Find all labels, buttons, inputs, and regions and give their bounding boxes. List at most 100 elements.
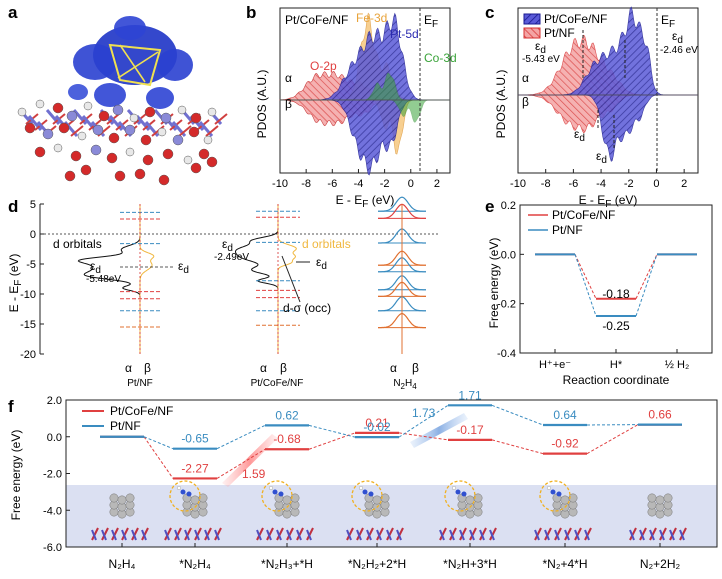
panel-f-ytick-label: -4.0 bbox=[43, 505, 62, 517]
panel-b-ef-label: EF bbox=[424, 13, 438, 30]
panel-f-category-label: *N₂+4*H bbox=[542, 557, 587, 571]
panel-e-xlabel: Reaction coordinate bbox=[563, 373, 670, 387]
panel-f-ytick-label: 0.0 bbox=[47, 432, 62, 444]
panel-f-barrier-band-red bbox=[222, 434, 278, 487]
panel-f-structure-0 bbox=[91, 493, 149, 541]
panel-b-xtick-label: 2 bbox=[434, 178, 440, 190]
panel-c-frame bbox=[517, 7, 699, 174]
panel-label-b: b bbox=[246, 3, 256, 22]
panel-c-xtick-label: -2 bbox=[624, 178, 634, 190]
panel-e-ylabel: Free energy (eV) bbox=[487, 238, 501, 329]
panel-d-col3-beta: β bbox=[412, 361, 419, 375]
panel-d-col2-beta: β bbox=[280, 361, 287, 375]
panel-f-barrier-label-2: 1.73 bbox=[412, 406, 436, 420]
panel-f-value-label-1-3: -0.02 bbox=[363, 420, 391, 434]
panel-d-col3-alpha: α bbox=[390, 361, 397, 375]
panel-f-category-label: *N₂H+3*H bbox=[443, 557, 497, 571]
panel-f-categories: N₂H₄ *N₂H₄ *N₂H₃+*H *N₂H₂+2*H *N₂H+3*H *N₂+4*… bbox=[109, 557, 681, 571]
panel-d-ytick-label: -10 bbox=[20, 289, 36, 301]
panel-b-series-label-pt: Pt-5d bbox=[390, 27, 419, 41]
panel-c-legend-2: Pt/NF bbox=[544, 26, 575, 40]
panel-f-connector-0-5 bbox=[586, 424, 639, 455]
panel-b-alpha: α bbox=[285, 71, 292, 85]
panel-f-structure-2 bbox=[256, 480, 314, 541]
charge-density-isosurface bbox=[68, 16, 193, 109]
panel-b-xtick-label: -6 bbox=[327, 178, 337, 190]
panel-f-value-label-0-6: 0.66 bbox=[648, 408, 672, 422]
panel-c-xlabel: E - EF (eV) bbox=[579, 193, 638, 210]
panel-f-barrier-label-1: 1.59 bbox=[242, 467, 266, 481]
panel-d-col2-name: Pt/CoFe/NF bbox=[251, 378, 304, 389]
panel-c-ef-label: EF bbox=[661, 13, 675, 30]
panel-f-category-label: *N₂H₃+*H bbox=[261, 557, 313, 571]
panel-f-value-label-0-5: -0.92 bbox=[551, 437, 579, 451]
panel-e-ytick-label: 0.2 bbox=[501, 200, 516, 212]
panel-b-series-label-o: O-2p bbox=[310, 59, 337, 73]
panel-f-nhor: Free energy (eV) 2.0 0.0 -2.0 -4.0 -6.0 -2.2… bbox=[9, 388, 718, 571]
panel-d-col1-alpha: α bbox=[125, 361, 132, 375]
panel-b-xticks: -10 -8 -6 -4 -2 0 2 bbox=[272, 169, 440, 190]
panel-d-orbitals: E - EF (eV) 50-5-10-15-20 d orbitals εd … bbox=[7, 196, 440, 391]
panel-e-legend-2: Pt/NF bbox=[552, 223, 583, 237]
panel-d-col2-dsigma: d-σ (occ) bbox=[283, 301, 331, 315]
panel-f-structure-1 bbox=[164, 480, 222, 541]
panel-e-legend-1: Pt/CoFe/NF bbox=[552, 208, 615, 222]
panel-d-col1-name: Pt/NF bbox=[127, 378, 153, 389]
panel-b-pdos: PDOS (A.U.) -10 -8 -6 -4 -2 0 2 E - EF (eV) Pt… bbox=[255, 7, 457, 210]
panel-f-connector-1-4 bbox=[491, 404, 544, 426]
panel-f-ytick-label: 2.0 bbox=[47, 395, 62, 407]
panel-f-connector-0-1 bbox=[216, 448, 266, 479]
panel-b-xlabel: E - EF (eV) bbox=[336, 193, 395, 210]
panel-d-col1-beta: β bbox=[144, 361, 151, 375]
panel-e-xtick-label: H⁺+e⁻ bbox=[539, 359, 571, 371]
panel-f-ytick-label: -2.0 bbox=[43, 469, 62, 481]
panel-d-col1-orbital-label: d orbitals bbox=[53, 237, 102, 251]
panel-c-legend-swatch-1 bbox=[523, 13, 541, 25]
panel-d-col2-eps2: εd bbox=[316, 255, 327, 272]
panel-f-value-label-0-3: 0.21 bbox=[365, 416, 389, 430]
panel-label-d: d bbox=[8, 197, 18, 216]
panel-f-value-label-1-2: 0.62 bbox=[275, 408, 299, 422]
panel-f-value-label-1-4: 1.71 bbox=[458, 388, 482, 402]
panel-f-connector-1-0 bbox=[143, 436, 174, 450]
panel-d-col2-orbital-label: d orbitals bbox=[302, 237, 351, 251]
panel-b-beta: β bbox=[285, 97, 292, 111]
panel-e-xtick-label: ½ H₂ bbox=[665, 359, 689, 371]
panel-c-pdos: PDOS (A.U.) -10 -8 -6 -4 -2 0 2 E - EF (eV) Pt… bbox=[494, 6, 699, 210]
panel-label-c: c bbox=[485, 3, 494, 22]
panel-f-structure-band bbox=[66, 485, 717, 547]
panel-f-connector-0-4 bbox=[491, 439, 544, 455]
panel-e-connector-0-1 bbox=[635, 254, 658, 299]
panel-d-curves bbox=[77, 196, 426, 354]
panel-f-category-label: N₂H₄ bbox=[109, 557, 136, 571]
panel-b-legend: Pt/CoFe/NF bbox=[285, 13, 348, 27]
panel-d-col2-alpha-total bbox=[235, 204, 279, 354]
panel-f-structures bbox=[91, 480, 687, 541]
panel-e-ytick-label: -0.2 bbox=[497, 299, 516, 311]
panel-f-structure-6 bbox=[629, 493, 687, 541]
panel-b-frame bbox=[279, 7, 451, 174]
panel-e-xtick-label: H* bbox=[610, 359, 623, 371]
panel-d-ytick-label: 0 bbox=[30, 229, 36, 241]
panel-d-yticks: 5 0 -5 -10 -15 -20 bbox=[20, 199, 44, 361]
panel-c-eps-label-1: εd bbox=[535, 39, 546, 56]
panel-d-col1-beta-d bbox=[139, 204, 155, 354]
panel-c-eps-value-2: -2.46 eV bbox=[660, 45, 698, 56]
panel-d-col1-eps2: εd bbox=[178, 259, 189, 276]
panel-d-col2-alpha: α bbox=[260, 361, 267, 375]
panel-e-value-label-1: -0.18 bbox=[602, 287, 630, 301]
panel-d-col1-eps-value: -5.48eV bbox=[86, 274, 121, 285]
panel-b-ylabel: PDOS (A.U.) bbox=[255, 70, 269, 139]
panel-f-curves: -2.27 -0.68 0.21 -0.17 -0.92 0.66 -0.65 0.62 -0.… bbox=[100, 388, 682, 480]
panel-f-ylabel: Free energy (eV) bbox=[9, 430, 23, 521]
panel-c-xticks: -10 -8 -6 -4 -2 0 2 bbox=[510, 169, 687, 190]
panel-c-xtick-label: -8 bbox=[541, 178, 551, 190]
panel-c-xtick-label: -6 bbox=[568, 178, 578, 190]
panel-c-eps-label-3: εd bbox=[574, 127, 585, 144]
panel-e-connector-1-1 bbox=[635, 254, 658, 317]
panel-f-value-label-0-2: -0.68 bbox=[273, 432, 301, 446]
panel-b-xtick-label: 0 bbox=[408, 178, 414, 190]
panel-c-legend-1: Pt/CoFe/NF bbox=[544, 12, 607, 26]
panel-label-f: f bbox=[8, 397, 14, 416]
